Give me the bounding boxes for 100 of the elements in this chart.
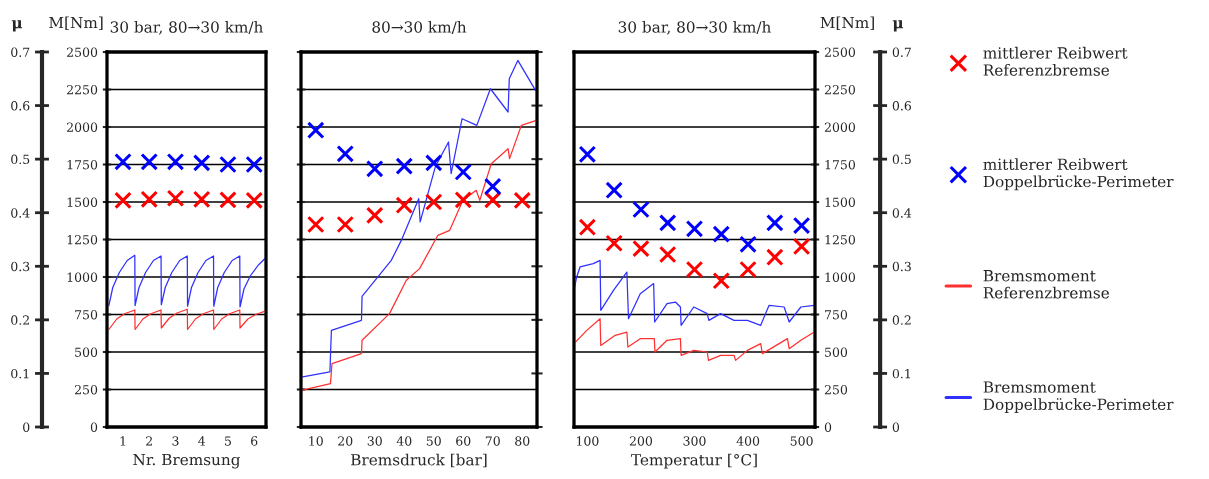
x-tick-label: 300 — [683, 436, 706, 446]
point — [114, 153, 132, 171]
y2-tick-label: 0.5 — [892, 154, 911, 165]
point — [766, 214, 784, 232]
y-tick-label: 2250 — [824, 84, 856, 95]
x-tick-label: 400 — [736, 436, 760, 446]
point — [140, 153, 159, 171]
x-tick-label: 2 — [146, 436, 152, 446]
point — [365, 206, 384, 225]
point — [739, 235, 757, 254]
y2-tick-label: 0.3 — [892, 261, 911, 272]
x-axis-title: Temperatur [°C] — [631, 453, 757, 469]
point — [632, 239, 650, 258]
point — [712, 225, 731, 243]
y2-axis-title: μ — [11, 20, 23, 32]
y-tick-label: 1750 — [67, 159, 98, 170]
x-tick-label: 10 — [309, 436, 323, 446]
point — [685, 219, 704, 238]
point — [685, 260, 704, 279]
y-tick-label: 1000 — [67, 272, 98, 282]
point — [454, 163, 473, 181]
point — [114, 191, 132, 210]
y-tick-label: 250 — [74, 384, 98, 395]
x-tick-label: 30 — [367, 436, 382, 446]
y-tick-label: 1500 — [67, 197, 98, 207]
point — [483, 177, 502, 196]
line-series — [574, 259, 815, 326]
y2-tick-label: 0.1 — [892, 368, 911, 379]
y2-tick-label: 0.5 — [11, 154, 30, 165]
point — [140, 190, 159, 209]
point — [658, 214, 677, 232]
y2-tick-label: 0 — [892, 422, 900, 432]
point — [658, 245, 677, 264]
point — [605, 234, 623, 253]
chart-title: 30 bar, 80→30 km/h — [110, 20, 263, 35]
point — [395, 157, 414, 175]
legend-label: mittlerer Reibwert Referenzbremse — [983, 46, 1128, 76]
point — [578, 145, 597, 164]
x-tick-label: 6 — [251, 436, 258, 446]
y2-tick-label: 0.3 — [11, 261, 30, 272]
point — [632, 200, 650, 219]
x-tick-label: 50 — [426, 436, 441, 446]
x-axis-title: Nr. Bremsung — [133, 453, 241, 469]
point — [513, 191, 532, 210]
y-tick-label: 2500 — [824, 47, 856, 57]
y-tick-label: 1500 — [825, 197, 856, 207]
point — [766, 248, 784, 266]
point — [792, 237, 811, 256]
y2-axis-title: μ — [892, 20, 904, 32]
y2-tick-label: 0.1 — [11, 368, 29, 379]
y-tick-label: 0 — [824, 422, 832, 432]
y2-tick-label: 0.7 — [892, 47, 911, 57]
y2-tick-label: 0.2 — [11, 315, 29, 325]
point — [336, 144, 355, 163]
point — [245, 191, 264, 210]
y-axis-title: M[Nm] — [49, 16, 103, 31]
legend-label: mittlerer Reibwert Doppelbrücke-Perimeter — [983, 158, 1174, 191]
point — [306, 215, 325, 234]
point — [219, 191, 237, 209]
line-series — [108, 254, 266, 308]
y-tick-label: 2000 — [67, 122, 98, 132]
x-tick-label: 200 — [629, 436, 653, 446]
y-tick-label: 2000 — [824, 122, 856, 132]
x-tick-label: 80 — [515, 436, 530, 446]
point — [166, 153, 185, 171]
y2-tick-label: 0.2 — [892, 315, 911, 325]
point — [578, 218, 597, 236]
point — [192, 154, 211, 172]
y-tick-label: 750 — [825, 309, 848, 320]
point — [712, 271, 731, 290]
point — [192, 190, 211, 209]
x-tick-label: 4 — [198, 436, 206, 446]
point — [739, 260, 757, 279]
y-tick-label: 1250 — [825, 234, 856, 245]
y-tick-label: 1000 — [825, 272, 856, 282]
y2-tick-label: 0.4 — [892, 208, 912, 218]
y2-tick-label: 0.7 — [11, 47, 30, 57]
y-tick-label: 2500 — [67, 47, 98, 57]
point — [424, 154, 443, 172]
y-tick-label: 2250 — [67, 84, 98, 95]
line-series — [574, 318, 815, 362]
y2-tick-label: 0.6 — [892, 101, 912, 111]
y-tick-label: 1750 — [825, 159, 856, 170]
chart-title: 30 bar, 80→30 km/h — [618, 20, 771, 35]
x-tick-label: 60 — [456, 436, 471, 446]
point — [395, 196, 414, 215]
chart-title: 80→30 km/h — [372, 20, 467, 34]
x-tick-label: 40 — [396, 436, 412, 446]
legend-label: Bremsmoment Doppelbrücke-Perimeter — [983, 381, 1174, 413]
point — [219, 155, 237, 174]
line-series — [108, 308, 266, 331]
y-axis-title: M[Nm] — [820, 16, 874, 31]
point — [792, 216, 811, 235]
y2-tick-label: 0.6 — [11, 101, 30, 111]
point — [166, 189, 185, 208]
point — [336, 215, 355, 234]
x-tick-label: 70 — [485, 436, 500, 446]
y2-tick-label: 0.4 — [11, 208, 30, 218]
y-tick-label: 1250 — [67, 234, 98, 245]
x-tick-label: 100 — [576, 436, 599, 446]
